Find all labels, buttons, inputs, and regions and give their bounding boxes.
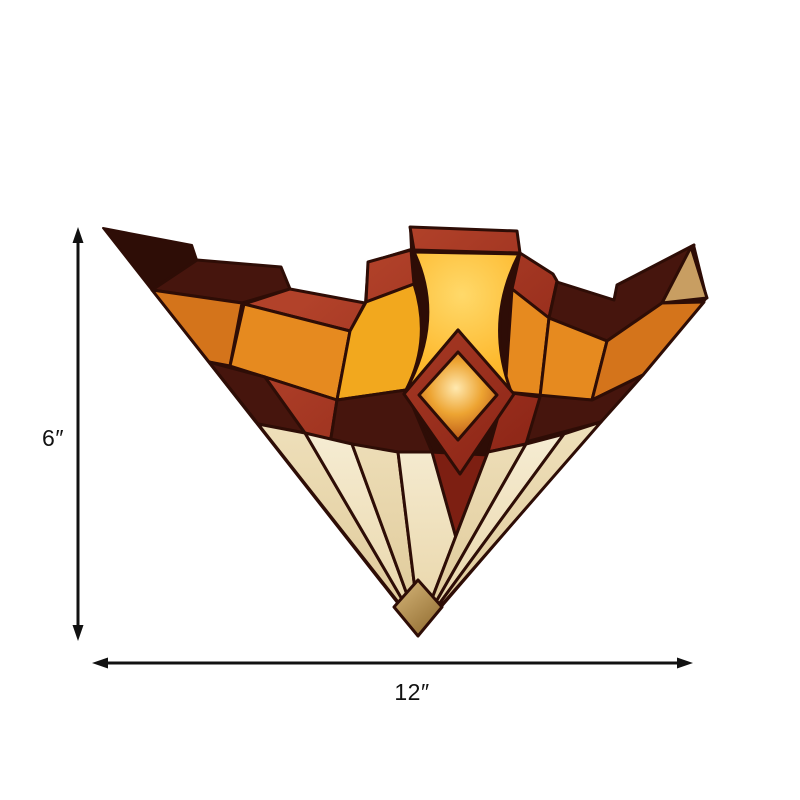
- sconce-illustration: [102, 225, 709, 638]
- crest-red-cap: [408, 225, 522, 255]
- height-dimension-arrow: [72, 227, 84, 641]
- width-arrow-left-head: [92, 657, 108, 669]
- bottom-finial: [392, 578, 444, 638]
- width-arrow-right-head: [677, 657, 693, 669]
- right-tip-tan-pane: [660, 245, 709, 305]
- height-arrow-down-head: [72, 625, 84, 641]
- cream-wedge-right-4: [418, 420, 603, 632]
- height-dimension-label: 6″: [42, 425, 64, 451]
- width-dimension-label: 12″: [394, 679, 430, 705]
- right-orange-pane-outer: [590, 300, 706, 402]
- center-crest-and-diamond: [402, 225, 522, 550]
- width-dimension-arrow: [92, 657, 693, 669]
- cream-fan-panels: [256, 420, 603, 632]
- height-arrow-up-head: [72, 227, 84, 243]
- right-wing-glass: [486, 243, 709, 454]
- left-orange-pane-outer: [150, 288, 244, 368]
- left-wing-glass: [150, 248, 434, 454]
- center-diamond-jewel: [417, 350, 499, 442]
